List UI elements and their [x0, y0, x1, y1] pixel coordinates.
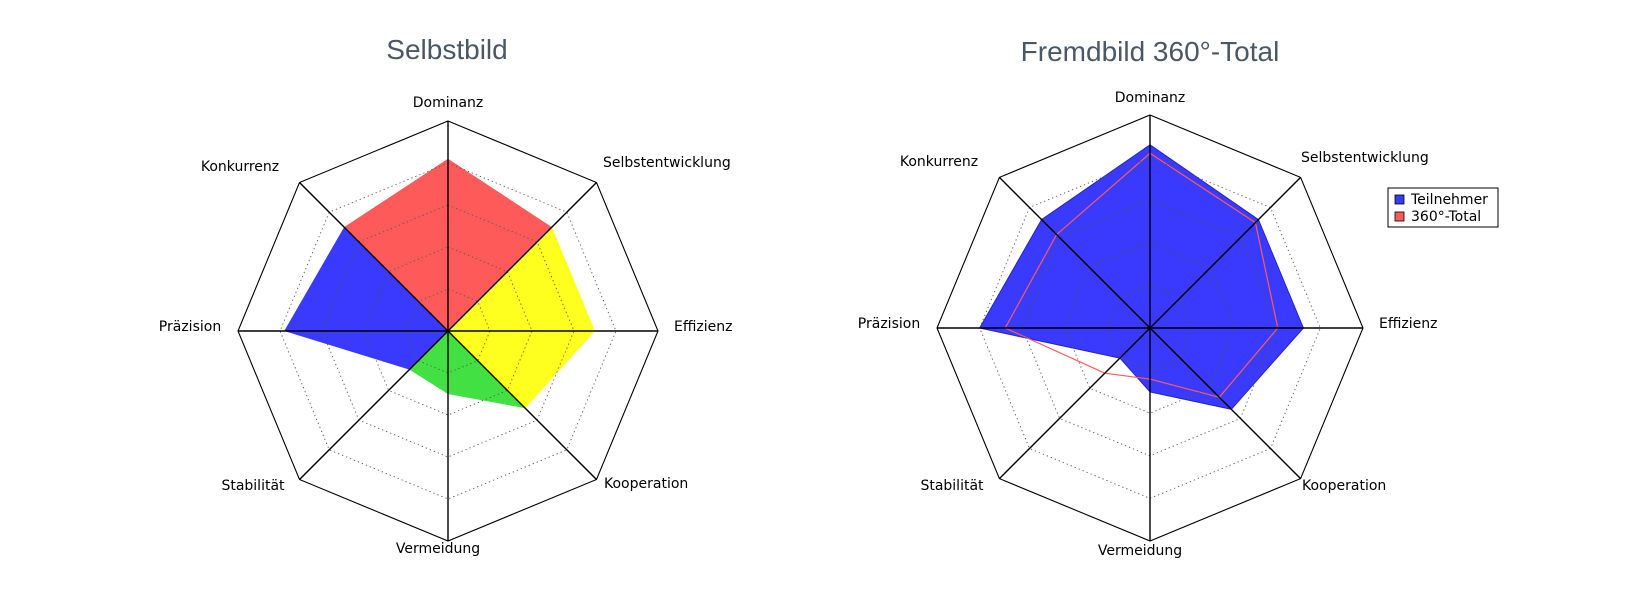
legend: Teilnehmer 360°-Total [1387, 187, 1499, 228]
axis-spoke-stabilitaet [998, 327, 1151, 480]
axis-spoke-konkurrenz [299, 182, 449, 332]
axis-spoke-kooperation [1149, 327, 1302, 480]
axis-label-stabilitaet: Stabilität [221, 478, 285, 494]
legend-swatch-teilnehmer [1394, 194, 1405, 205]
axis-label-effizienz: Effizienz [1379, 316, 1437, 332]
data-layer [978, 144, 1304, 410]
data-layer [284, 158, 595, 409]
axis-labels: Dominanz Selbstentwicklung Effizienz Kooper… [858, 90, 1438, 559]
series-teilnehmer-area [978, 144, 1304, 410]
axis-label-kooperation: Kooperation [604, 476, 688, 492]
axis-label-dominanz: Dominanz [1115, 90, 1186, 106]
sector-2 [448, 227, 595, 409]
axis-spoke-stabilitaet [299, 330, 449, 480]
legend-box [1387, 187, 1499, 228]
grid [237, 120, 659, 542]
axis-spoke-konkurrenz [998, 176, 1151, 329]
legend-label-teilnehmer: Teilnehmer [1410, 192, 1488, 208]
grid-ring-1 [1106, 284, 1194, 372]
axis-label-konkurrenz: Konkurrenz [900, 154, 978, 170]
axis-label-praezision: Präzision [858, 316, 920, 332]
axis-label-vermeidung: Vermeidung [1098, 543, 1182, 559]
axis-spoke-selbstentwicklung [1149, 176, 1302, 329]
grid [936, 114, 1364, 542]
axis-label-konkurrenz: Konkurrenz [201, 159, 279, 175]
axis-label-stabilitaet: Stabilität [920, 478, 984, 494]
chart-title: Selbstbild [386, 34, 507, 65]
axis-label-kooperation: Kooperation [1302, 478, 1386, 494]
axis-labels: Dominanz Selbstentwicklung Effizienz Kooper… [159, 95, 733, 557]
selbstbild-chart: Dominanz Selbstentwicklung Effizienz Kooper… [159, 34, 733, 557]
axis-label-vermeidung: Vermeidung [396, 541, 480, 557]
grid-ring-4 [979, 157, 1321, 499]
axis-spoke-kooperation [447, 330, 597, 480]
axis-label-dominanz: Dominanz [413, 95, 484, 111]
axis-label-praezision: Präzision [159, 319, 221, 335]
axis-label-effizienz: Effizienz [674, 319, 732, 335]
axis-spoke-selbstentwicklung [447, 182, 597, 332]
fremdbild-chart: Dominanz Selbstentwicklung Effizienz Kooper… [858, 36, 1499, 559]
axis-label-selbstentwicklung: Selbstentwicklung [603, 155, 731, 171]
legend-label-360-total: 360°-Total [1411, 209, 1481, 225]
grid-ring-2 [1064, 242, 1236, 414]
sector-3 [409, 331, 526, 409]
axis-label-selbstentwicklung: Selbstentwicklung [1301, 150, 1429, 166]
legend-swatch-360-total [1394, 211, 1405, 222]
chart-title: Fremdbild 360°-Total [1021, 36, 1280, 67]
